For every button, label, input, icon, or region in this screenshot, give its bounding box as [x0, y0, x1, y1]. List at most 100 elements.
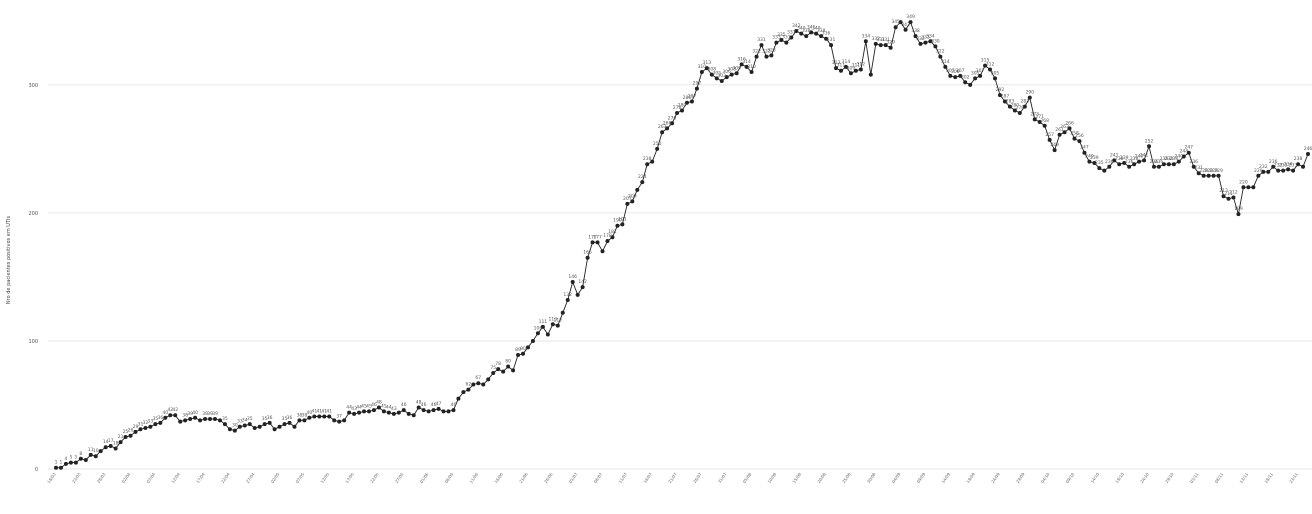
x-tick-label: 24/10 [1139, 471, 1150, 484]
data-point [784, 40, 789, 45]
data-point [838, 68, 843, 73]
data-label: 333 [921, 35, 930, 41]
x-tick-label: 27/04 [245, 471, 256, 484]
x-tick-label: 30/08 [866, 471, 877, 484]
data-point [411, 413, 416, 418]
data-point [560, 310, 565, 315]
data-label: 331 [876, 37, 885, 43]
data-point [83, 458, 88, 463]
data-point [133, 429, 138, 434]
data-point [600, 249, 605, 254]
data-label: 306 [951, 69, 960, 75]
data-point [978, 73, 983, 78]
data-point [675, 111, 680, 116]
data-point [1201, 173, 1206, 178]
data-label: 283 [1021, 99, 1030, 105]
data-label: 247 [1080, 145, 1089, 151]
data-label: 113 [549, 316, 558, 322]
data-point [973, 76, 978, 81]
data-point [1112, 158, 1117, 163]
data-point [476, 381, 481, 386]
data-label: 178 [603, 233, 612, 239]
data-point [212, 417, 217, 422]
data-point [138, 427, 143, 432]
data-point [461, 390, 466, 395]
data-label: 287 [688, 93, 697, 99]
data-label: 244 [1179, 149, 1188, 155]
data-label: 247 [1184, 145, 1193, 151]
data-point [789, 35, 794, 40]
x-tick-label: 26/07 [692, 471, 703, 484]
data-label: 329 [886, 40, 895, 46]
data-label: 345 [891, 19, 900, 25]
x-tick-label: 13/11 [1238, 471, 1249, 484]
data-point [456, 396, 461, 401]
data-point [923, 40, 928, 45]
data-point [332, 418, 337, 423]
data-label: 39 [187, 411, 193, 417]
data-point [123, 434, 128, 439]
data-label: 142 [578, 279, 587, 285]
data-point [496, 367, 501, 372]
data-label: 1 [55, 460, 58, 466]
data-point [257, 424, 262, 429]
data-label: 241 [1110, 152, 1119, 158]
data-label: 258 [1070, 131, 1079, 137]
data-point [342, 418, 347, 423]
data-label: 266 [663, 120, 672, 126]
data-label: 315 [981, 58, 990, 64]
data-point [481, 382, 486, 387]
data-label: 33 [148, 419, 154, 425]
data-point [63, 461, 68, 466]
data-label: 233 [1279, 163, 1288, 169]
data-point [287, 420, 292, 425]
x-tick-label: 07/05 [295, 471, 306, 484]
data-label: 37 [336, 414, 342, 420]
data-label: 34 [242, 417, 248, 423]
data-label: 199 [1234, 206, 1243, 212]
data-point [406, 411, 411, 416]
x-tick-label: 06/06 [444, 471, 455, 484]
data-point [391, 411, 396, 416]
data-label: 36 [287, 415, 293, 421]
x-tick-label: 01/07 [568, 471, 579, 484]
data-label: 38 [302, 412, 308, 418]
data-label: 111 [539, 319, 548, 325]
data-point [1037, 119, 1042, 124]
data-label: 177 [593, 234, 602, 240]
data-label: 40 [162, 410, 168, 416]
data-label: 307 [956, 68, 965, 74]
data-point [302, 418, 307, 423]
data-label: 249 [1050, 142, 1059, 148]
x-tick-label: 22/04 [220, 471, 231, 484]
data-point [183, 418, 188, 423]
data-point [1251, 185, 1256, 190]
data-point [1147, 144, 1152, 149]
data-point [1156, 164, 1161, 169]
data-label: 43 [391, 406, 397, 412]
x-tick-label: 23/03 [71, 471, 82, 484]
x-tick-label: 19/10 [1114, 471, 1125, 484]
data-label: 26 [128, 428, 134, 434]
x-tick-label: 15/08 [791, 471, 802, 484]
x-tick-label: 26/06 [543, 471, 554, 484]
data-label: 266 [1065, 120, 1074, 126]
data-label: 229 [1214, 168, 1223, 174]
data-point [1241, 185, 1246, 190]
data-label: 224 [638, 174, 647, 180]
data-point [431, 408, 436, 413]
data-label: 48 [376, 400, 382, 406]
data-point [357, 410, 362, 415]
x-tick-label: 08/11 [1214, 471, 1225, 484]
data-point [734, 71, 739, 76]
data-label: 10 [93, 448, 99, 454]
data-point [1087, 159, 1092, 164]
data-point [401, 408, 406, 413]
data-point [1211, 173, 1216, 178]
data-point [163, 415, 168, 420]
data-label: 280 [1011, 102, 1020, 108]
data-label: 45 [361, 403, 367, 409]
data-point [943, 64, 948, 69]
data-point [1261, 169, 1266, 174]
data-point [744, 64, 749, 69]
